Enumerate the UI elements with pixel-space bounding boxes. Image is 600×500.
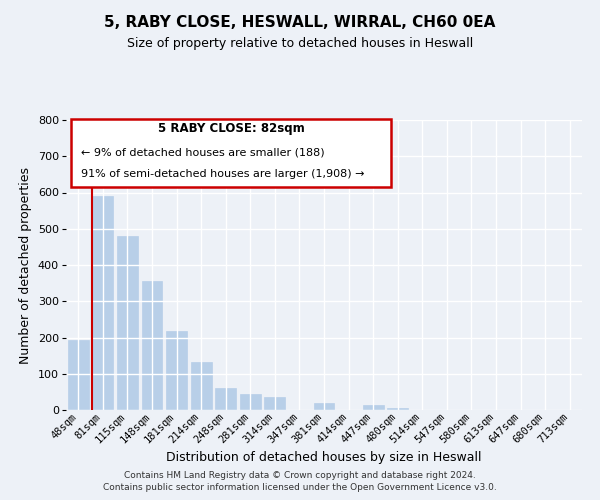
Text: 5, RABY CLOSE, HESWALL, WIRRAL, CH60 0EA: 5, RABY CLOSE, HESWALL, WIRRAL, CH60 0EA <box>104 15 496 30</box>
Y-axis label: Number of detached properties: Number of detached properties <box>19 166 32 364</box>
Bar <box>265 396 286 410</box>
Bar <box>117 236 138 410</box>
Bar <box>240 394 261 410</box>
Bar <box>191 362 212 410</box>
Bar <box>362 406 383 410</box>
Bar <box>314 404 334 410</box>
Text: Size of property relative to detached houses in Heswall: Size of property relative to detached ho… <box>127 38 473 51</box>
Text: 91% of semi-detached houses are larger (1,908) →: 91% of semi-detached houses are larger (… <box>82 170 365 179</box>
Bar <box>166 331 187 410</box>
Bar <box>68 340 89 410</box>
Text: Contains public sector information licensed under the Open Government Licence v3: Contains public sector information licen… <box>103 484 497 492</box>
Bar <box>142 282 163 410</box>
Bar <box>387 408 408 410</box>
Bar <box>92 196 113 410</box>
Text: Contains HM Land Registry data © Crown copyright and database right 2024.: Contains HM Land Registry data © Crown c… <box>124 471 476 480</box>
Bar <box>215 388 236 410</box>
FancyBboxPatch shape <box>71 118 391 186</box>
Text: ← 9% of detached houses are smaller (188): ← 9% of detached houses are smaller (188… <box>82 148 325 158</box>
X-axis label: Distribution of detached houses by size in Heswall: Distribution of detached houses by size … <box>166 450 482 464</box>
Text: 5 RABY CLOSE: 82sqm: 5 RABY CLOSE: 82sqm <box>158 122 304 136</box>
